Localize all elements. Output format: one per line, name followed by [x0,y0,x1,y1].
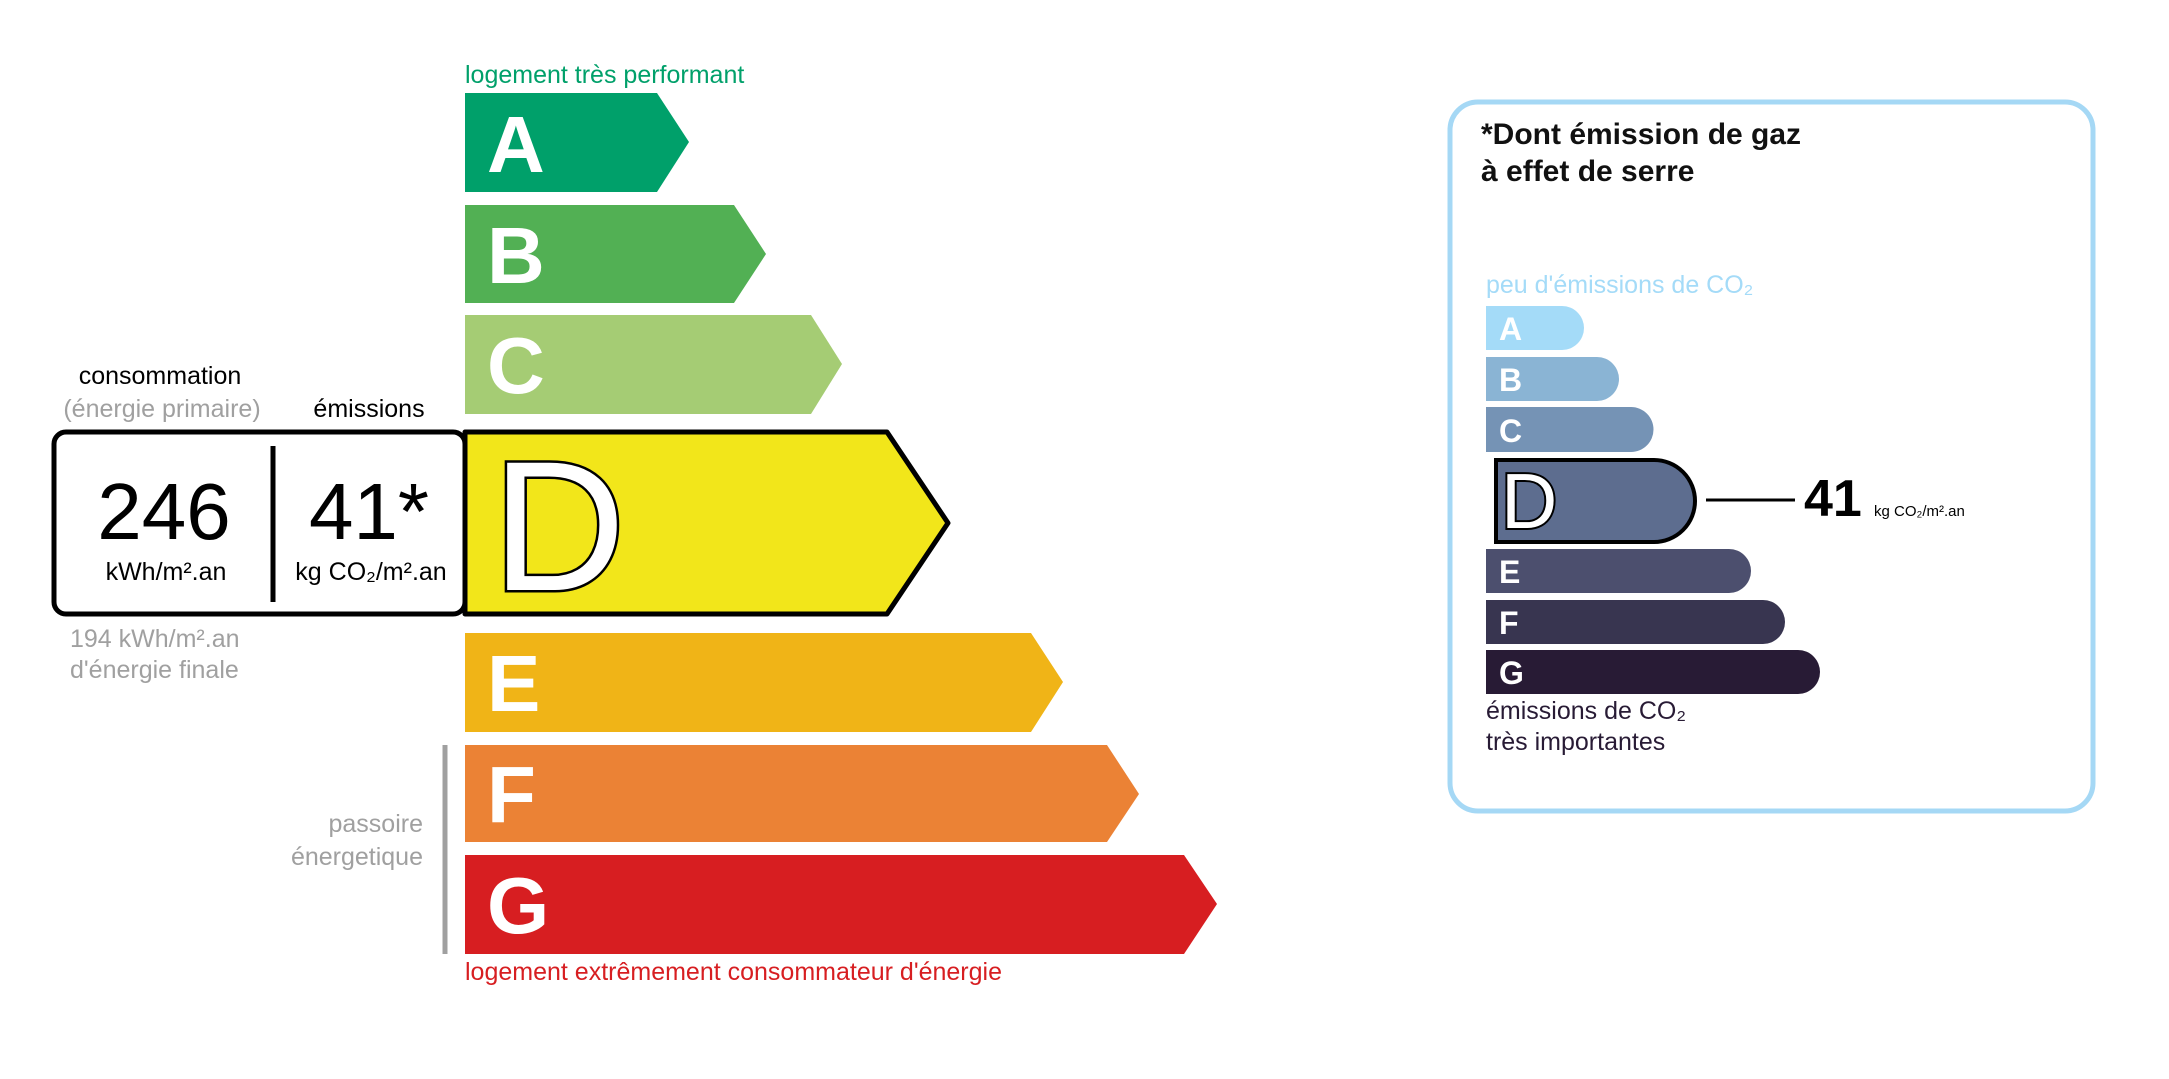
energy-letter-g: G [487,861,549,950]
ges-title-line1: *Dont émission de gaz [1481,118,1802,151]
ges-bar-b [1486,357,1619,401]
energy-bar-b [465,205,766,303]
energy-letter-e: E [487,639,540,728]
energy-letter-a: A [487,100,545,189]
ges-letter-b: B [1499,362,1522,398]
passoire-label-line1: passoire [328,810,424,838]
ges-unit: kg CO₂/m².an [1874,503,1965,520]
energy-bar-a [465,93,689,192]
ges-letter-c: C [1499,413,1522,449]
energy-bar-d [462,429,951,617]
ges-bar-e [1486,549,1751,593]
final-energy-label: d'énergie finale [70,656,239,684]
ges-letter-f: F [1499,605,1519,641]
energy-top-label: logement très performant [465,61,745,89]
energy-letter-b: B [487,211,545,300]
consumption-value: 246 [97,467,231,556]
ges-bar-c [1486,407,1654,452]
ges-value: 41 [1804,470,1862,528]
energy-bar-f [465,745,1139,842]
emissions-label: émissions [313,395,425,423]
ges-bar-a [1486,306,1584,350]
energy-bar-e [465,633,1063,732]
ges-letter-e: E [1499,554,1520,590]
ges-letter-current: D [1501,457,1557,545]
ges-bar-d [1494,458,1697,544]
consumption-label: consommation [78,362,242,390]
ges-bottom-label-line2: très importantes [1486,728,1666,756]
ges-top-label: peu d'émissions de CO₂ [1486,271,1754,299]
ges-bar-f [1486,600,1785,644]
final-energy-value: 194 kWh/m².an [70,625,240,653]
ges-title-line2: à effet de serre [1481,155,1695,188]
energy-bar-c [465,315,842,414]
ges-bar-g [1486,650,1820,694]
energy-bottom-label: logement extrêmement consommateur d'éner… [465,958,1002,986]
emissions-value: 41* [308,467,430,556]
emissions-unit: kg CO₂/m².an [295,558,447,586]
ges-letter-g: G [1499,655,1524,691]
passoire-label-line2: énergetique [290,843,423,871]
consumption-sublabel: (énergie primaire) [63,395,261,423]
consumption-unit: kWh/m².an [105,558,227,586]
ges-letter-a: A [1499,311,1522,347]
ges-bottom-label-line1: émissions de CO₂ [1486,697,1687,725]
energy-letter-f: F [487,750,536,839]
energy-bar-g [465,855,1217,954]
energy-letter-current: D [492,424,626,630]
energy-letter-c: C [487,321,545,410]
